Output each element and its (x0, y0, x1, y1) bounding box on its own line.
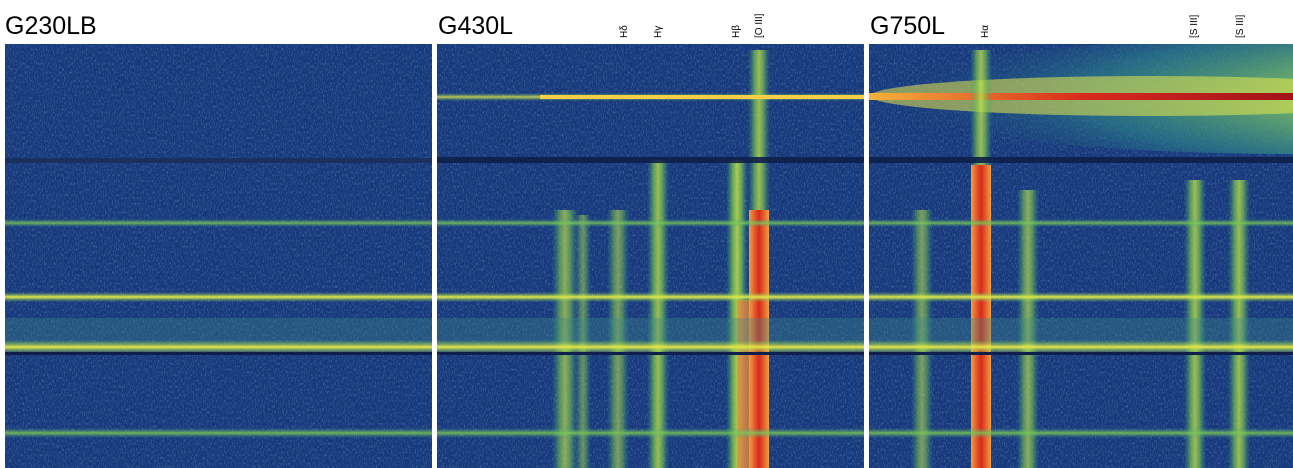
panel-g430l (437, 44, 864, 468)
panel-title-g750l: G750L (870, 12, 946, 40)
panel-title-g230lb: G230LB (5, 12, 97, 40)
panel-title-g430l: G430L (438, 12, 514, 40)
panel-g230lb (5, 44, 432, 468)
panel-g750l (869, 44, 1293, 468)
